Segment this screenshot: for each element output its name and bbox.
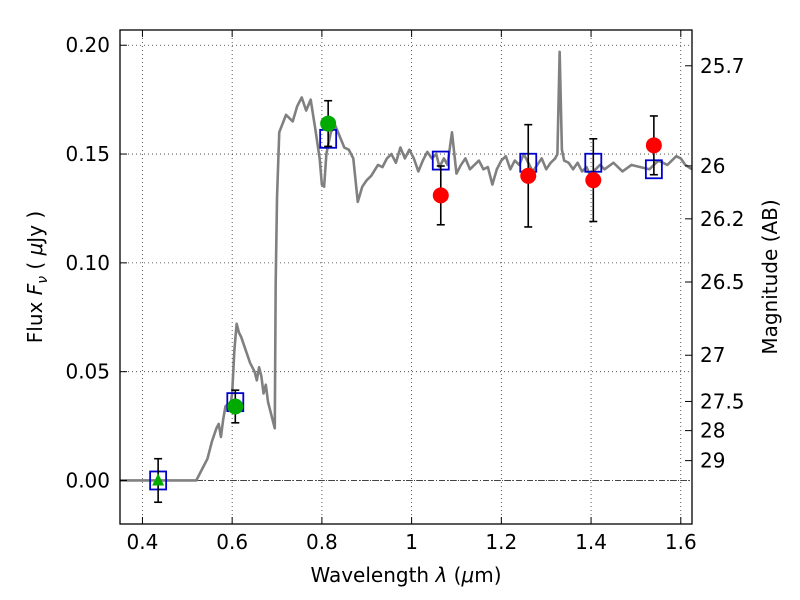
right-tick-label: 26 bbox=[700, 154, 725, 178]
axis-ticks: 0.4 0.6 0.8 1 1.2 1.4 1.6 0.00 0.05 0.10 0.15 0.20 2… bbox=[65, 30, 745, 554]
gridlines bbox=[120, 30, 692, 524]
x-tick-label: 1.2 bbox=[485, 530, 517, 554]
y-tick-label: 0.10 bbox=[65, 251, 110, 275]
observed-point bbox=[227, 398, 244, 415]
right-tick-label: 25.7 bbox=[700, 54, 745, 78]
y-tick-label: 0.05 bbox=[65, 360, 110, 384]
right-tick-label: 27.5 bbox=[700, 389, 745, 413]
observed-point bbox=[432, 187, 449, 204]
y-axis-label: Flux Fν ( μJy ) bbox=[23, 211, 51, 343]
y-tick-label: 0.15 bbox=[65, 142, 110, 166]
plot-frame bbox=[119, 29, 693, 525]
x-tick-label: 1 bbox=[405, 530, 418, 554]
x-tick-label: 1.4 bbox=[575, 530, 607, 554]
plot-area bbox=[120, 50, 692, 504]
y-tick-label: 0.00 bbox=[65, 468, 110, 492]
y-tick-label: 0.20 bbox=[65, 33, 110, 57]
observed-point-triangle bbox=[152, 473, 165, 486]
observed-point bbox=[520, 167, 537, 184]
right-tick-label: 27 bbox=[700, 343, 725, 367]
right-tick-label: 29 bbox=[700, 449, 725, 473]
x-tick-label: 1.6 bbox=[665, 530, 697, 554]
observed-point bbox=[645, 137, 662, 154]
right-tick-label: 26.5 bbox=[700, 270, 745, 294]
model-spectrum-line bbox=[120, 50, 692, 482]
x-axis-label: Wavelength λ (μm) bbox=[310, 563, 501, 587]
right-tick-label: 26.2 bbox=[700, 207, 745, 231]
observed-point bbox=[320, 115, 337, 132]
x-tick-label: 0.4 bbox=[127, 530, 159, 554]
x-tick-label: 0.6 bbox=[216, 530, 248, 554]
right-axis-label: Magnitude (AB) bbox=[758, 199, 782, 354]
right-tick-label: 28 bbox=[700, 419, 725, 443]
observed-point bbox=[585, 172, 602, 189]
x-tick-label: 0.8 bbox=[306, 530, 338, 554]
